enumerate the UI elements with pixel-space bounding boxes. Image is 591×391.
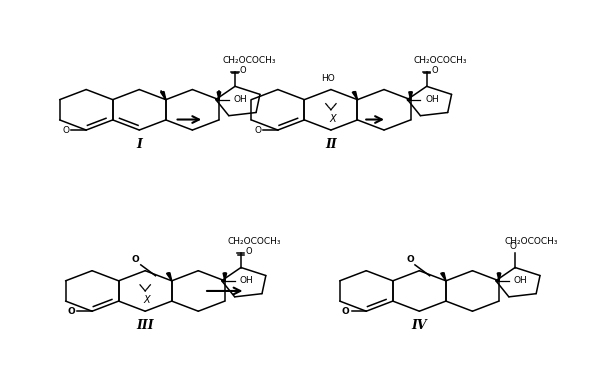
Polygon shape (352, 91, 358, 100)
Polygon shape (441, 273, 446, 281)
Text: O: O (63, 126, 70, 135)
Text: O: O (68, 307, 76, 316)
Text: OH: OH (233, 95, 247, 104)
Text: O: O (246, 248, 252, 256)
Text: OH: OH (425, 95, 439, 104)
Polygon shape (409, 92, 413, 100)
Text: III: III (137, 319, 154, 332)
Polygon shape (497, 273, 501, 281)
Polygon shape (167, 273, 172, 281)
Text: O: O (132, 255, 139, 264)
Text: HO: HO (321, 74, 335, 83)
Text: IV: IV (411, 319, 427, 332)
Text: OH: OH (239, 276, 253, 285)
Text: O: O (254, 126, 261, 135)
Polygon shape (161, 91, 166, 100)
Text: II: II (325, 138, 337, 151)
Text: OH: OH (514, 276, 527, 285)
Text: O: O (431, 66, 438, 75)
Text: CH₂OCOCH₃: CH₂OCOCH₃ (222, 56, 275, 65)
Text: X: X (329, 114, 336, 124)
Text: CH₂OCOCH₃: CH₂OCOCH₃ (414, 56, 467, 65)
Text: O: O (509, 242, 517, 251)
Polygon shape (217, 92, 220, 100)
Polygon shape (223, 273, 226, 281)
Text: I: I (137, 138, 142, 151)
Text: O: O (240, 66, 246, 75)
Text: CH₂OCOCH₃: CH₂OCOCH₃ (505, 237, 558, 246)
Text: X: X (144, 295, 150, 305)
Text: O: O (406, 255, 414, 264)
Text: O: O (342, 307, 350, 316)
Text: CH₂OCOCH₃: CH₂OCOCH₃ (228, 237, 281, 246)
